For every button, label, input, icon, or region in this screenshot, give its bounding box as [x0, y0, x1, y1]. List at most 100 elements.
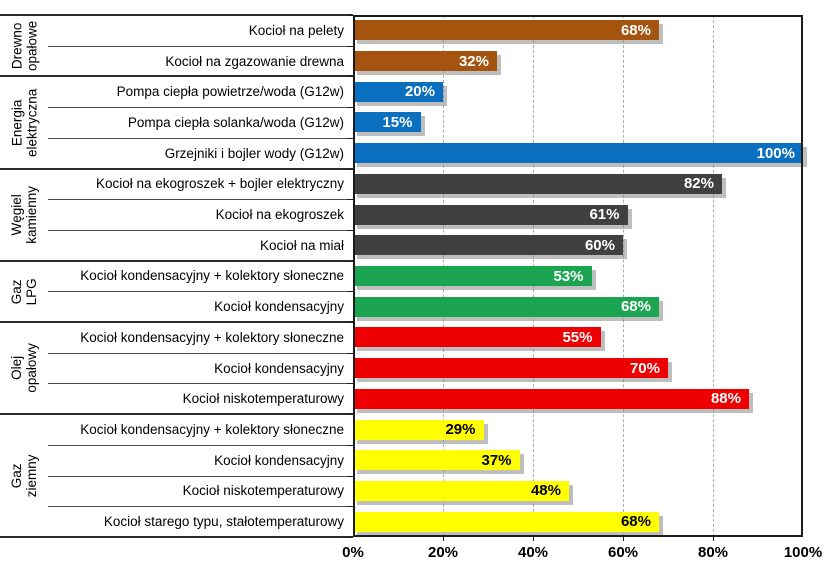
- row-label: Kocioł na miał: [259, 237, 344, 253]
- bar: 100%: [353, 143, 803, 164]
- y-axis-tick: [347, 291, 353, 292]
- x-axis-tick: [443, 537, 444, 541]
- y-axis-tick: [347, 445, 353, 446]
- bar: 29%: [353, 419, 484, 440]
- group-separator: [0, 75, 353, 78]
- y-axis-tick: [347, 414, 353, 415]
- row-separator: [48, 444, 353, 446]
- bar: 88%: [353, 388, 749, 409]
- row-label: Kocioł na zgazowanie drewna: [165, 53, 344, 69]
- x-axis-label: 100%: [783, 544, 823, 561]
- row-label: Kocioł kondensacyjny: [214, 452, 344, 468]
- group-label-text: Gaz ziemny: [9, 454, 39, 497]
- y-axis-tick: [347, 76, 353, 77]
- row-separator: [48, 137, 353, 139]
- row-label: Kocioł na ekogroszek + bojler elektryczn…: [96, 176, 344, 192]
- row-label: Kocioł niskotemperaturowy: [182, 391, 344, 407]
- y-axis-tick: [347, 169, 353, 170]
- bar-value-label: 15%: [382, 113, 413, 131]
- row-label: Pompa ciepła powietrze/woda (G12w): [116, 84, 344, 100]
- bar: 15%: [353, 112, 421, 133]
- y-axis-tick: [347, 230, 353, 231]
- y-axis-tick: [347, 537, 353, 538]
- group-label-2: Węgiel kamienny: [0, 169, 50, 261]
- bar: 32%: [353, 51, 497, 72]
- x-axis-label: 80%: [697, 544, 729, 561]
- label-area-bottom-border: [0, 536, 353, 538]
- row-label: Kocioł kondensacyjny + kolektory słonecz…: [80, 422, 344, 438]
- row-label: Kocioł niskotemperaturowy: [182, 483, 344, 499]
- bar: 70%: [353, 358, 668, 379]
- group-label-text: Węgiel kamienny: [9, 185, 39, 244]
- label-area-top-border: [0, 14, 353, 16]
- row-label: Kocioł na ekogroszek: [215, 207, 344, 223]
- group-label-text: Energia elektryczna: [9, 88, 39, 157]
- gridline-80pct: [713, 15, 714, 537]
- bar: 20%: [353, 81, 443, 102]
- bar: 68%: [353, 296, 659, 317]
- x-axis-tick: [623, 537, 624, 541]
- y-axis-tick: [347, 46, 353, 47]
- row-separator: [48, 291, 353, 293]
- row-separator: [48, 475, 353, 477]
- bar-value-label: 55%: [562, 328, 593, 346]
- group-separator: [0, 413, 353, 416]
- group-separator: [0, 321, 353, 324]
- group-label-text: Gaz LPG: [9, 277, 39, 305]
- row-separator: [48, 506, 353, 508]
- bar: 53%: [353, 266, 592, 286]
- row-label: Pompa ciepła solanka/woda (G12w): [127, 114, 344, 130]
- bar-value-label: 60%: [584, 236, 615, 254]
- group-label-text: Olej opałowy: [9, 343, 39, 393]
- group-label-5: Gaz ziemny: [0, 414, 50, 537]
- bar-value-label: 68%: [620, 298, 651, 316]
- group-separator: [0, 259, 353, 262]
- y-axis-tick: [347, 15, 353, 16]
- row-label: Kocioł kondensacyjny + kolektory słonecz…: [80, 268, 344, 284]
- x-axis-tick: [533, 537, 534, 541]
- y-axis-tick: [347, 353, 353, 354]
- bar-value-label: 29%: [445, 421, 476, 439]
- group-label-1: Energia elektryczna: [0, 76, 50, 168]
- bar: 48%: [353, 480, 569, 501]
- bar-value-label: 68%: [620, 21, 651, 39]
- bar: 68%: [353, 511, 659, 532]
- bar: 55%: [353, 327, 601, 348]
- y-axis-tick: [347, 383, 353, 384]
- row-label: Kocioł starego typu, stałotemperaturowy: [103, 514, 344, 530]
- gridline-60pct: [623, 15, 624, 537]
- group-label-0: Drewno opałowe: [0, 15, 50, 76]
- y-axis-tick: [347, 506, 353, 507]
- bar-value-label: 53%: [553, 267, 584, 285]
- bar: 60%: [353, 235, 623, 256]
- x-axis-label: 60%: [607, 544, 639, 561]
- bar-value-label: 37%: [481, 451, 512, 469]
- bar-value-label: 68%: [620, 513, 651, 531]
- y-axis-tick: [347, 107, 353, 108]
- row-separator: [48, 229, 353, 231]
- bar-value-label: 82%: [683, 175, 714, 193]
- y-axis-tick: [347, 138, 353, 139]
- row-label: Grzejniki i bojler wody (G12w): [164, 145, 344, 161]
- x-axis-label: 20%: [427, 544, 459, 561]
- bar-value-label: 20%: [404, 83, 435, 101]
- bar: 68%: [353, 20, 659, 41]
- row-label: Kocioł kondensacyjny: [214, 360, 344, 376]
- bar-value-label: 100%: [756, 144, 795, 162]
- row-separator: [48, 383, 353, 385]
- y-axis-tick: [347, 199, 353, 200]
- group-separator: [0, 167, 353, 170]
- row-separator: [48, 199, 353, 201]
- bar: 82%: [353, 173, 722, 194]
- bar: 61%: [353, 204, 628, 225]
- bar-value-label: 48%: [530, 482, 561, 500]
- group-label-text: Drewno opałowe: [9, 20, 40, 71]
- row-separator: [48, 45, 353, 47]
- y-axis-tick: [347, 476, 353, 477]
- y-axis-tick: [347, 261, 353, 262]
- bar-value-label: 32%: [458, 52, 489, 70]
- x-axis-label: 0%: [342, 544, 364, 561]
- y-axis-tick: [347, 322, 353, 323]
- bar: 37%: [353, 450, 520, 471]
